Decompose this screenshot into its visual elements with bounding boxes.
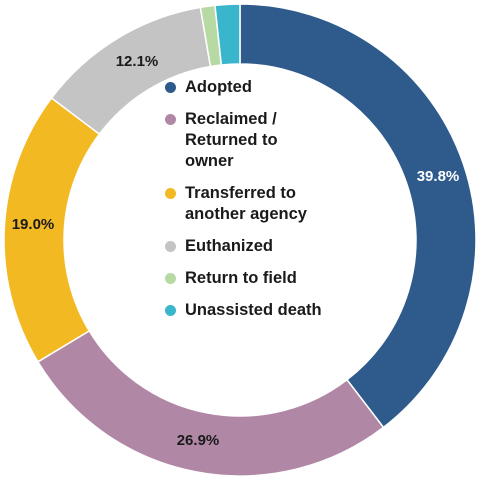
legend-swatch <box>165 273 176 284</box>
legend: Adopted Reclaimed / Returned to owner Transf… <box>163 77 363 332</box>
legend-item: Adopted <box>163 77 363 98</box>
legend-label: Return to field <box>185 269 297 287</box>
legend-swatch <box>165 188 176 199</box>
legend-item: Return to field <box>163 268 363 289</box>
legend-label: Transferred to <box>185 184 296 202</box>
legend-label: Unassisted death <box>185 301 322 319</box>
legend-swatch <box>165 82 176 93</box>
legend-swatch <box>165 241 176 252</box>
legend-swatch <box>165 114 176 125</box>
legend-label: Adopted <box>185 78 252 96</box>
legend-swatch <box>165 305 176 316</box>
slice-label: 26.9% <box>177 432 220 449</box>
legend-label: Returned to <box>185 131 278 149</box>
slice-reclaimed-returned-to-owner <box>36 329 385 477</box>
legend-item: Transferred to another agency <box>163 183 363 225</box>
legend-label: Reclaimed / <box>185 110 277 128</box>
slice-labels: 39.8% 26.9% 19.0% 12.1% <box>12 53 460 449</box>
legend-item: Reclaimed / Returned to owner <box>163 109 363 172</box>
slice-label: 12.1% <box>116 53 159 70</box>
legend-label: Euthanized <box>185 237 274 255</box>
legend-item: Euthanized <box>163 236 363 257</box>
slice-label: 19.0% <box>12 216 55 233</box>
legend-label: another agency <box>185 205 307 223</box>
legend-label: owner <box>185 152 234 170</box>
slice-unassisted-death <box>214 3 241 66</box>
donut-slices <box>3 3 477 477</box>
slice-adopted <box>239 3 477 429</box>
slice-label: 39.8% <box>417 168 460 185</box>
legend-item: Unassisted death <box>163 300 363 321</box>
